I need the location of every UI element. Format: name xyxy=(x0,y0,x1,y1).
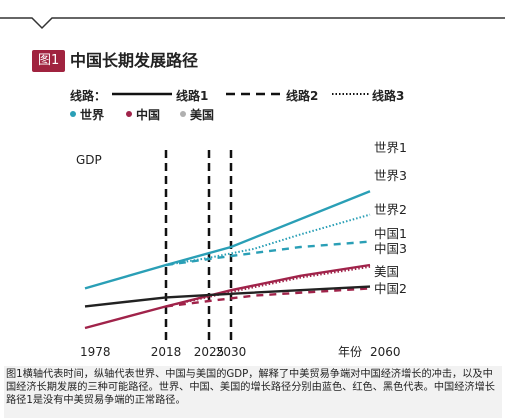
route-legend-2: 线路2 xyxy=(286,89,319,103)
x-tick-label: 2060 xyxy=(370,345,401,359)
route3-swatch xyxy=(332,93,370,95)
series-label: 世界3 xyxy=(374,168,407,183)
x-tick-label: 2018 xyxy=(151,345,182,359)
x-tick-label: 2025 xyxy=(194,345,225,359)
series-line-2 xyxy=(165,240,371,267)
route2-swatch xyxy=(226,92,282,96)
series-line-0 xyxy=(84,190,371,290)
route-legend-label: 线路： xyxy=(70,89,107,103)
usa-dot-icon xyxy=(180,111,186,117)
china-dot-icon xyxy=(126,111,132,117)
top-divider xyxy=(0,17,505,30)
region-legend-world: 世界 xyxy=(80,108,105,122)
series-line-4 xyxy=(165,265,371,308)
series-line-6 xyxy=(84,285,371,308)
series-label: 世界1 xyxy=(374,140,407,155)
series-line-5 xyxy=(165,287,371,308)
world-dot-icon xyxy=(70,111,76,117)
series-label: 中国1 xyxy=(374,226,407,241)
figure-badge: 图1 xyxy=(32,50,66,72)
series-label: 世界2 xyxy=(374,202,407,217)
y-axis-label: GDP xyxy=(76,153,102,167)
series-label: 美国 xyxy=(374,264,399,279)
figure-caption: 图1横轴代表时间，纵轴代表世界、中国与美国的GDP，解释了中美贸易争端对中国经济… xyxy=(4,366,502,418)
x-axis-label: 年份 xyxy=(338,345,362,359)
x-tick-label: 2030 xyxy=(216,345,247,359)
series-label: 中国2 xyxy=(374,281,407,296)
route-legend-3: 线路3 xyxy=(372,89,405,103)
route1-swatch xyxy=(112,92,172,96)
series-label: 中国3 xyxy=(374,241,407,256)
region-legend-china: 中国 xyxy=(136,108,161,122)
x-tick-label: 1978 xyxy=(80,345,111,359)
figure-title: 中国长期发展路径 xyxy=(70,51,199,70)
route-legend-1: 线路1 xyxy=(176,89,209,103)
series-line-3 xyxy=(84,263,371,330)
region-legend-usa: 美国 xyxy=(190,108,215,122)
